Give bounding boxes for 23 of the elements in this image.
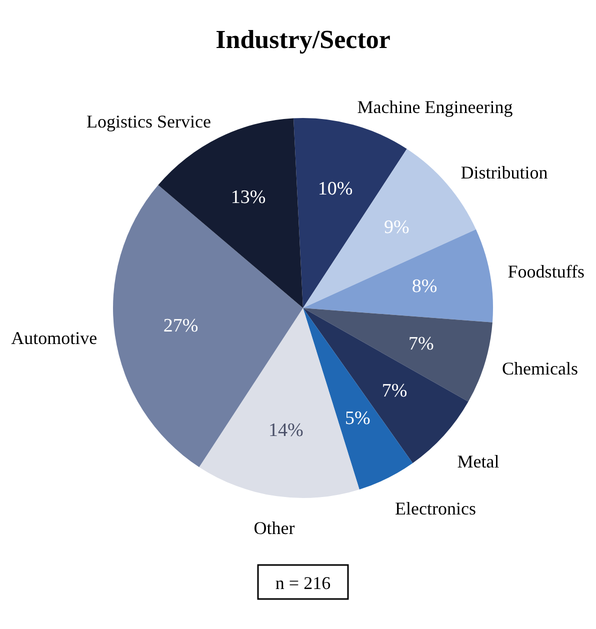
pie-slice bbox=[294, 118, 407, 308]
text: n = 216 bbox=[275, 573, 331, 593]
slice-label: Electronics bbox=[395, 498, 476, 519]
slice-label: Logistics Service bbox=[86, 111, 211, 132]
data-label: 27% bbox=[163, 315, 198, 336]
chart-title: Industry/Sector bbox=[216, 25, 390, 54]
pie-slice bbox=[303, 308, 492, 402]
pie-slice bbox=[113, 185, 303, 468]
data-label: 14% bbox=[268, 420, 304, 441]
data-label: 5% bbox=[344, 408, 370, 430]
data-label: 9% bbox=[384, 217, 410, 238]
data-label: 13% bbox=[230, 186, 266, 208]
slice-label: Chemicals bbox=[502, 358, 578, 379]
data-label: 7% bbox=[408, 333, 434, 354]
slice-label: Foodstuffs bbox=[508, 262, 584, 282]
slice-label: Metal bbox=[457, 452, 500, 472]
slice-label: Automotive bbox=[11, 328, 98, 348]
slice-label: Other bbox=[254, 518, 295, 538]
slice-label: Machine Engineering bbox=[357, 97, 513, 118]
data-label: 8% bbox=[412, 276, 438, 297]
data-label: 10% bbox=[318, 178, 353, 200]
slice-label: Distribution bbox=[460, 162, 548, 182]
data-label: 7% bbox=[382, 380, 408, 402]
